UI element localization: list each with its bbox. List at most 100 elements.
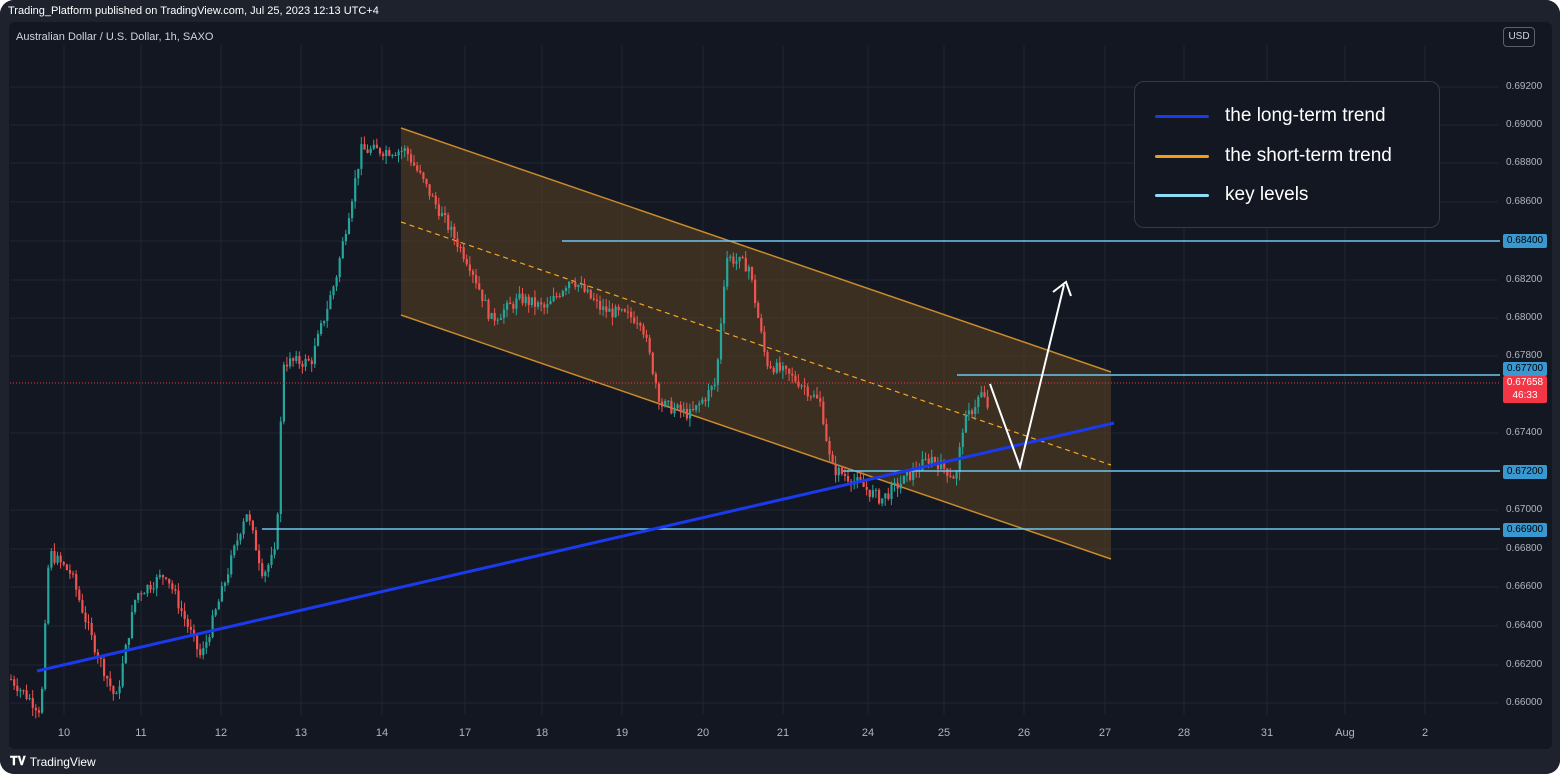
candle-body xyxy=(661,401,664,407)
candle-body xyxy=(357,168,360,179)
candle-body xyxy=(320,323,323,334)
candle-body xyxy=(220,586,223,602)
candle-body xyxy=(223,582,227,587)
candle-body xyxy=(502,309,506,318)
candle-body xyxy=(816,394,819,399)
candle-body xyxy=(468,264,471,271)
candle-body xyxy=(323,320,326,324)
candle-body xyxy=(456,238,459,247)
channel-lower-border xyxy=(400,314,1112,560)
candle-body xyxy=(527,296,530,305)
candle-body xyxy=(964,414,967,433)
price-tick: 0.66600 xyxy=(1506,581,1543,592)
currency-button[interactable]: USD xyxy=(1503,27,1535,47)
candle-body xyxy=(723,286,726,324)
candle-body xyxy=(757,303,760,318)
candle-body xyxy=(174,589,177,591)
time-tick: 28 xyxy=(1177,727,1191,739)
price-tick: 0.66000 xyxy=(1506,697,1543,708)
candle-body xyxy=(905,471,909,476)
price-tick: 0.69000 xyxy=(1506,119,1543,130)
candle-body xyxy=(800,385,803,387)
candle-body xyxy=(434,195,437,205)
candle-body xyxy=(791,373,794,376)
candle-body xyxy=(72,573,75,575)
time-tick: Aug xyxy=(1335,727,1355,739)
candle-body xyxy=(59,555,62,563)
candle-body xyxy=(719,323,723,360)
candle-body xyxy=(264,571,267,577)
candle-body xyxy=(707,389,710,402)
candle-body xyxy=(636,322,639,324)
symbol-title[interactable]: Australian Dollar / U.S. Dollar, 1h, SAX… xyxy=(16,31,214,43)
candle-body xyxy=(642,325,645,335)
candle-body xyxy=(676,404,679,408)
price-tick: 0.66200 xyxy=(1506,659,1543,670)
candle-body xyxy=(360,144,363,169)
price-tick: 0.68600 xyxy=(1506,196,1543,207)
level-tag-0-672: 0.67200 xyxy=(1503,465,1547,479)
candle-body xyxy=(230,555,233,575)
time-tick: 10 xyxy=(57,727,71,739)
candle-body xyxy=(698,403,701,406)
candle-body xyxy=(927,458,930,464)
candle-body xyxy=(192,629,196,635)
candle-body xyxy=(425,178,428,185)
forecast-arrowhead xyxy=(1052,280,1072,297)
candle-body xyxy=(599,301,602,310)
candle-body xyxy=(409,154,413,163)
candle-body xyxy=(561,291,564,297)
candle-body xyxy=(881,498,884,504)
candle-body xyxy=(375,144,378,149)
candle-body xyxy=(106,676,109,679)
candle-body xyxy=(462,247,465,259)
candle-body xyxy=(843,473,847,476)
candle-body xyxy=(971,410,974,415)
candle-body xyxy=(788,368,791,374)
candle-body xyxy=(19,690,22,692)
candle-body xyxy=(289,358,292,367)
candle-body xyxy=(217,601,220,610)
candle-body xyxy=(62,562,65,565)
candle-body xyxy=(481,289,484,302)
candle-body xyxy=(874,489,878,491)
time-tick: 25 xyxy=(937,727,951,739)
candle-body xyxy=(555,295,558,297)
candle-body xyxy=(53,551,56,563)
candle-body xyxy=(208,637,211,642)
candle-body xyxy=(295,356,298,361)
candle-body xyxy=(524,296,527,304)
candle-body xyxy=(465,258,468,265)
channel-fill xyxy=(401,128,1111,559)
candle-body xyxy=(313,345,316,365)
level-tag-0-669: 0.66900 xyxy=(1503,523,1547,537)
candle-body xyxy=(639,323,642,326)
candle-body xyxy=(738,256,741,262)
candle-body xyxy=(444,212,447,216)
legend-item-short-term: the short-term trend xyxy=(1155,144,1392,168)
candle-body xyxy=(509,302,512,305)
candle-body xyxy=(270,554,273,565)
candle-body xyxy=(893,482,896,485)
candle-body xyxy=(366,149,369,153)
candle-body xyxy=(778,362,781,371)
legend-box: the long-term trend the short-term trend… xyxy=(1134,81,1440,228)
footer-bar xyxy=(0,749,1560,774)
candle-body xyxy=(512,304,515,309)
candle-body xyxy=(840,467,843,474)
tradingview-logo[interactable]: 𝐓𝐕 TradingView xyxy=(10,754,96,769)
candle-body xyxy=(620,309,623,311)
candle-body xyxy=(437,204,440,217)
candle-body xyxy=(242,521,245,535)
candle-body xyxy=(56,555,59,563)
candle-body xyxy=(161,575,165,578)
candle-body xyxy=(34,707,37,711)
time-tick: 27 xyxy=(1098,727,1112,739)
legend-item-long-term: the long-term trend xyxy=(1155,104,1386,128)
candle-body xyxy=(558,296,561,298)
candle-body xyxy=(785,365,788,369)
candle-body xyxy=(865,486,868,490)
candle-body xyxy=(490,312,493,319)
candle-body xyxy=(688,408,692,419)
